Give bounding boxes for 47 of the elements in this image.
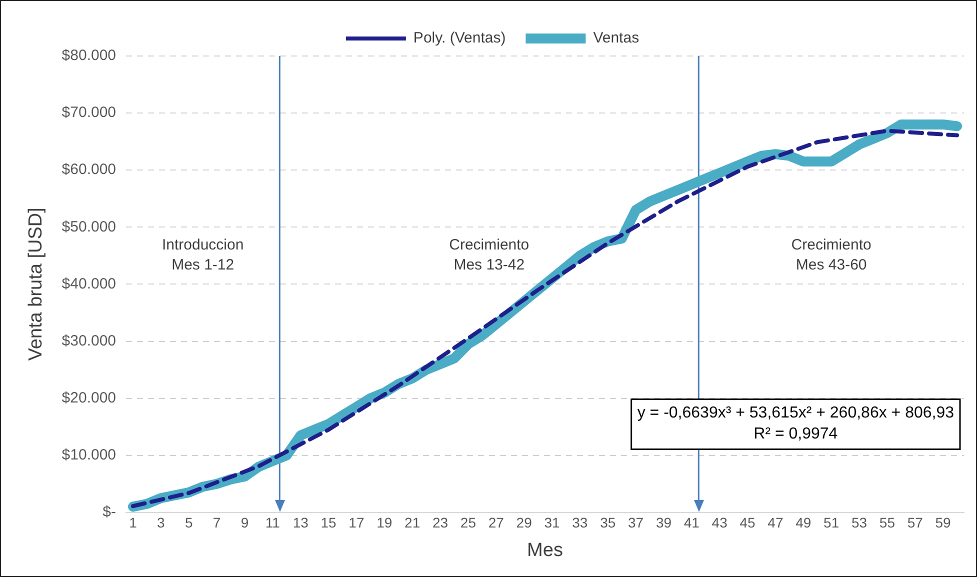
x-tick-label: 53 bbox=[851, 514, 868, 531]
annotation: Crecimiento Mes 43-60 bbox=[791, 236, 872, 274]
y-tick-label: $20.000 bbox=[62, 389, 116, 406]
y-tick-label: $30.000 bbox=[62, 332, 116, 350]
x-tick-label: 23 bbox=[432, 514, 448, 531]
x-tick-label: 41 bbox=[684, 514, 700, 531]
x-tick-label: 55 bbox=[879, 514, 896, 531]
x-tick-label: 5 bbox=[184, 514, 193, 531]
x-axis-title: Mes bbox=[527, 540, 563, 561]
x-tick-label: 57 bbox=[907, 514, 924, 531]
x-tick-label: 39 bbox=[656, 514, 672, 531]
x-tick-label: 59 bbox=[935, 514, 952, 531]
x-tick-label: 1 bbox=[129, 514, 138, 531]
x-tick-label: 15 bbox=[320, 514, 337, 531]
annotation: Introduccion Mes 1-12 bbox=[162, 236, 244, 274]
x-tick-label: 37 bbox=[628, 514, 644, 531]
y-tick-label: $80.000 bbox=[62, 47, 116, 64]
y-axis-title: Venta bruta [USD] bbox=[26, 208, 47, 361]
x-tick-label: 17 bbox=[348, 514, 364, 531]
y-tick-label: $- bbox=[102, 504, 116, 521]
x-tick-label: 45 bbox=[740, 514, 756, 531]
y-tick-label: $10.000 bbox=[62, 446, 116, 464]
x-tick-label: 25 bbox=[460, 514, 476, 531]
x-tick-label: 47 bbox=[768, 514, 784, 531]
x-tick-label: 51 bbox=[824, 514, 840, 531]
legend-label: Poly. (Ventas) bbox=[413, 30, 506, 47]
x-tick-label: 29 bbox=[516, 514, 532, 531]
x-tick-label: 13 bbox=[292, 514, 309, 531]
y-tick-label: $60.000 bbox=[62, 161, 116, 178]
x-tick-label: 7 bbox=[212, 514, 221, 531]
y-tick-label: $50.000 bbox=[62, 218, 116, 236]
annotation: y = -0,6639x³ + 53,615x² + 260,86x + 806,93 R² = 0,9974 bbox=[637, 404, 954, 443]
x-tick-label: 21 bbox=[404, 514, 420, 531]
x-tick-label: 27 bbox=[488, 514, 504, 531]
y-tick-label: $40.000 bbox=[62, 275, 116, 292]
x-tick-label: 43 bbox=[712, 514, 728, 531]
legend-label: Ventas bbox=[593, 30, 640, 47]
x-tick-label: 11 bbox=[265, 514, 280, 531]
x-tick-label: 49 bbox=[796, 514, 812, 531]
y-tick-label: $70.000 bbox=[62, 104, 116, 122]
x-tick-label: 31 bbox=[544, 514, 560, 531]
x-tick-label: 9 bbox=[240, 514, 249, 531]
x-tick-label: 33 bbox=[572, 514, 588, 531]
x-tick-label: 19 bbox=[376, 514, 392, 531]
annotation: Crecimiento Mes 13-42 bbox=[449, 236, 530, 274]
x-tick-label: 3 bbox=[157, 514, 166, 531]
x-tick-label: 35 bbox=[600, 514, 616, 531]
